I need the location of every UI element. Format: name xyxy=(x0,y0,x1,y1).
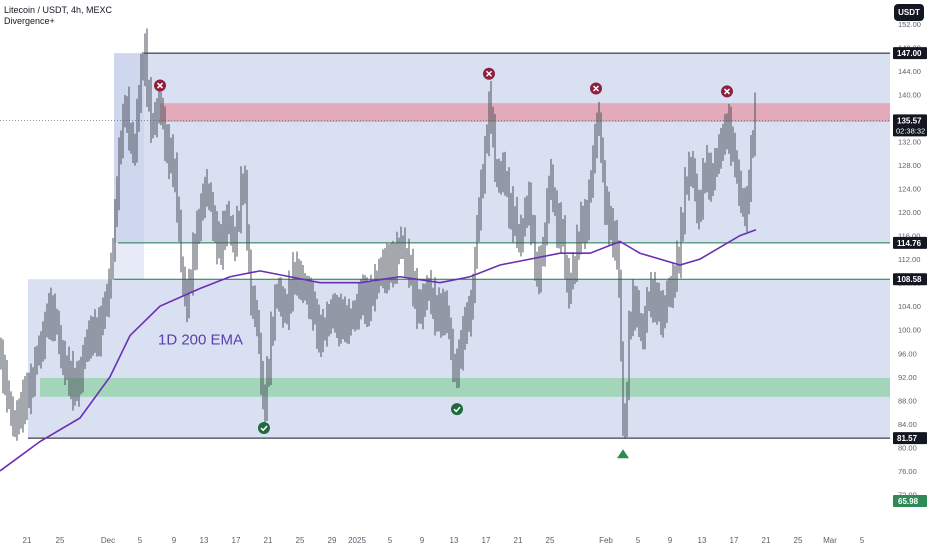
bottom-value-label: 65.98 xyxy=(898,497,919,506)
check-icon xyxy=(453,406,461,413)
check-circle-icon xyxy=(451,403,463,416)
x-tick-label: 9 xyxy=(172,536,177,545)
level-label: 108.58 xyxy=(897,275,922,284)
x-tick-label: 13 xyxy=(200,536,209,545)
x-tick-label: 25 xyxy=(296,536,305,545)
level-label: 147.00 xyxy=(897,49,922,58)
y-tick-label: 120.00 xyxy=(898,208,921,217)
y-tick-label: 84.00 xyxy=(898,420,917,429)
resistance-zone xyxy=(160,103,890,123)
check-icon xyxy=(260,425,268,432)
check-circle-icon xyxy=(258,421,270,434)
level-label: 114.76 xyxy=(897,239,922,248)
x-tick-label: 17 xyxy=(730,536,739,545)
level-label: 81.57 xyxy=(897,434,918,443)
y-tick-label: 144.00 xyxy=(898,67,921,76)
close-icon xyxy=(723,88,731,95)
close-icon xyxy=(156,82,164,89)
x-tick-label: 21 xyxy=(23,536,32,545)
x-tick-label: 25 xyxy=(56,536,65,545)
x-tick-label: Feb xyxy=(599,536,613,545)
level-label-bg xyxy=(893,273,927,286)
y-tick-label: 92.00 xyxy=(898,373,917,382)
x-tick-label: 17 xyxy=(232,536,241,545)
ema-line xyxy=(0,228,757,472)
y-tick-label: 88.00 xyxy=(898,396,917,405)
indicator-label[interactable]: Divergence+ xyxy=(4,16,55,26)
current-price-label-bg xyxy=(893,114,927,137)
countdown-label: 02:38:32 xyxy=(896,126,925,135)
y-tick-label: 140.00 xyxy=(898,90,921,99)
currency-button[interactable]: USDT xyxy=(894,4,924,21)
x-tick-label: Mar xyxy=(823,536,837,545)
support-zone xyxy=(40,377,890,397)
y-tick-label: 100.00 xyxy=(898,326,921,335)
x-tick-label: 25 xyxy=(794,536,803,545)
chart-title: Litecoin / USDT, 4h, MEXC xyxy=(4,5,113,15)
level-label-bg xyxy=(893,236,927,249)
close-icon xyxy=(485,70,493,77)
y-tick-label: 112.00 xyxy=(898,255,920,264)
x-tick-label: 13 xyxy=(450,536,459,545)
y-tick-label: 96.00 xyxy=(898,349,917,358)
x-tick-label: 5 xyxy=(860,536,865,545)
arrow-up-icon xyxy=(617,449,629,459)
candles xyxy=(0,28,756,441)
x-tick-label: 9 xyxy=(668,536,673,545)
close-icon xyxy=(592,85,600,92)
y-tick-label: 128.00 xyxy=(898,161,921,170)
y-tick-label: 76.00 xyxy=(898,467,917,476)
time-axis xyxy=(0,518,932,550)
y-tick-label: 104.00 xyxy=(898,302,921,311)
x-tick-label: 2025 xyxy=(348,536,366,545)
x-tick-label: 13 xyxy=(698,536,707,545)
x-tick-label: 5 xyxy=(388,536,393,545)
y-tick-label: 124.00 xyxy=(898,185,921,194)
x-tick-label: Dec xyxy=(101,536,115,545)
y-tick-label: 132.00 xyxy=(898,137,921,146)
y-tick-label: 72.00 xyxy=(898,490,917,499)
x-tick-label: 25 xyxy=(546,536,555,545)
level-label-bg xyxy=(893,47,927,60)
range-box-upper xyxy=(114,53,890,243)
y-tick-label: 116.00 xyxy=(898,232,920,241)
ema-annotation: 1D 200 EMA xyxy=(158,331,243,348)
x-tick-label: 29 xyxy=(328,536,337,545)
level-label-bg xyxy=(893,432,927,445)
x-tick-label: 17 xyxy=(482,536,491,545)
x-tick-label: 21 xyxy=(264,536,273,545)
y-tick-label: 80.00 xyxy=(898,443,917,452)
x-tick-label: 21 xyxy=(514,536,523,545)
y-tick-label: 152.00 xyxy=(898,20,921,29)
x-tick-label: 5 xyxy=(636,536,641,545)
x-tick-label: 21 xyxy=(762,536,771,545)
x-tick-label: 9 xyxy=(420,536,425,545)
x-tick-label: 5 xyxy=(138,536,143,545)
bottom-value-bg xyxy=(893,495,927,507)
current-price-label: 135.57 xyxy=(897,116,922,125)
